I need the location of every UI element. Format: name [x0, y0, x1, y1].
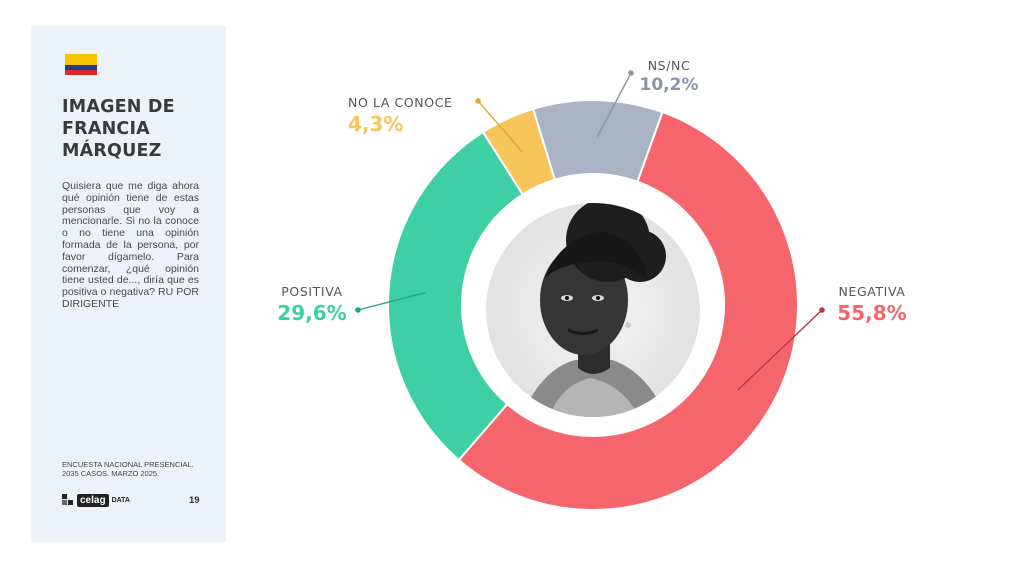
category-label-ns-nc: NS/NC [648, 58, 691, 73]
survey-question: Quisiera que me diga ahora qué opinión t… [62, 180, 199, 310]
leader-line-ns-nc [596, 72, 632, 138]
celag-logo: celag DATA [62, 493, 130, 507]
value-label-no-la-conoce: 4,3% [348, 112, 403, 136]
flag-stripe-red [65, 69, 97, 75]
title-line-2: FRANCIA [62, 119, 150, 139]
source-line-1: ENCUESTA NACIONAL PRESENCIAL. [62, 460, 194, 469]
page-number: 19 [189, 495, 200, 506]
leader-line-no-la-conoce [477, 100, 524, 153]
leader-dot-ns-nc [628, 70, 634, 76]
logo-brand-text: celag [77, 493, 109, 507]
flag-stripe-blue [65, 64, 97, 70]
slide-title: IMAGEN DE FRANCIA MÁRQUEZ [62, 96, 212, 162]
category-label-positiva: POSITIVA [281, 284, 342, 299]
center-portrait-image [486, 203, 700, 417]
category-label-negativa: NEGATIVA [839, 284, 906, 299]
leader-dot-no-la-conoce [475, 98, 481, 104]
label-leader-lines [355, 70, 825, 391]
celag-mark-icon [62, 494, 74, 506]
leader-line-negativa [737, 309, 823, 391]
survey-source: ENCUESTA NACIONAL PRESENCIAL. 2035 CASOS… [62, 460, 222, 478]
leader-dot-positiva [355, 307, 361, 313]
colombia-flag-icon [65, 54, 97, 75]
value-label-positiva: 29,6% [277, 301, 346, 325]
title-line-1: IMAGEN DE [62, 97, 175, 117]
donut-labels: NEGATIVA 55,8% POSITIVA 29,6% NO LA CONOCE 4,… [277, 58, 906, 325]
leader-line-positiva [357, 291, 426, 311]
logo-sub-text: DATA [111, 496, 130, 504]
value-label-negativa: 55,8% [837, 301, 906, 325]
title-line-3: MÁRQUEZ [62, 141, 162, 161]
category-label-no-la-conoce: NO LA CONOCE [348, 95, 453, 110]
flag-stripe-yellow [65, 54, 97, 65]
value-label-ns-nc: 10,2% [640, 75, 699, 95]
sidebar-panel: IMAGEN DE FRANCIA MÁRQUEZ Quisiera que m… [31, 26, 226, 542]
leader-dot-negativa [819, 307, 825, 313]
source-line-2: 2035 CASOS. MARZO 2025. [62, 469, 160, 478]
